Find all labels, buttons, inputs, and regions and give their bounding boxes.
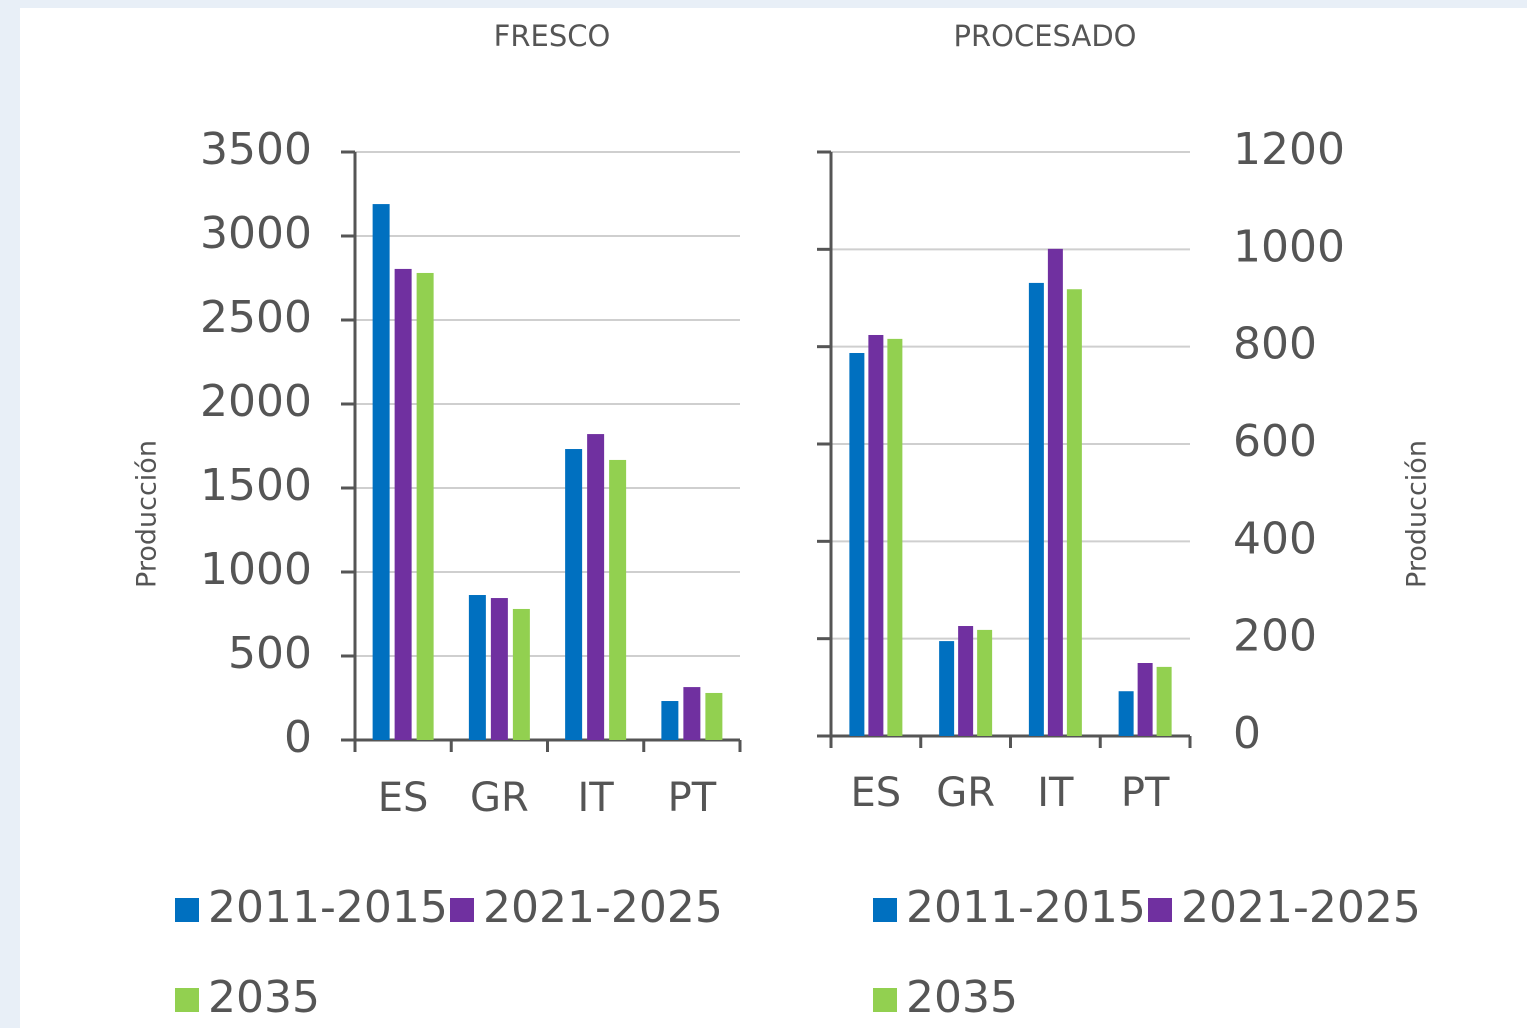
y-tick-label: 0 [1233,708,1261,759]
bar [977,629,993,736]
bar [372,204,390,740]
panel [20,8,1527,1028]
y-tick-label: 2500 [200,292,312,343]
legend-swatch [873,988,897,1012]
legend-swatch [175,898,199,922]
legend-label: 2011-2015 [208,882,448,933]
x-tick-label: PT [1121,770,1170,816]
bar [868,334,884,736]
y-tick-label: 1200 [1233,124,1345,175]
legend-label: 2021-2025 [483,882,723,933]
y-tick-label: 200 [1233,611,1317,662]
bar [1156,666,1172,736]
legend-label: 2021-2025 [1181,882,1421,933]
bar [887,338,903,736]
bar [1118,691,1134,736]
bar [683,687,701,740]
bar [587,434,605,740]
chart-title: FRESCO [494,19,611,53]
bar [958,626,974,736]
bar [468,595,486,740]
x-tick-label: GR [936,770,995,816]
bar [661,701,679,740]
y-tick-label: 1000 [1233,221,1345,272]
bar [1137,663,1153,736]
x-tick-label: IT [1037,770,1074,816]
x-tick-label: GR [470,775,529,821]
legend-swatch [1148,898,1172,922]
y-tick-label: 3500 [200,124,312,175]
bar [416,272,434,740]
legend-swatch [175,988,199,1012]
legend-label: 2035 [906,972,1018,1023]
y-tick-label: 0 [284,712,312,763]
legend-label: 2011-2015 [906,882,1146,933]
bar [849,352,865,736]
x-tick-label: ES [851,770,902,816]
legend-swatch [873,898,897,922]
chart-title: PROCESADO [954,19,1137,53]
y-tick-label: 1000 [200,544,312,595]
bar [705,692,723,740]
bar [394,268,412,740]
legend-label: 2035 [208,972,320,1023]
y-tick-label: 3000 [200,208,312,259]
bar [565,449,583,740]
legend-swatch [450,898,474,922]
bar [490,598,508,740]
bar [939,641,955,736]
bar [1047,248,1063,736]
y-tick-label: 800 [1233,319,1317,370]
x-tick-label: PT [668,775,717,821]
x-tick-label: IT [578,775,615,821]
bar [609,459,627,740]
y-axis-label: Producción [1402,440,1433,588]
y-tick-label: 400 [1233,513,1317,564]
bar [512,608,530,740]
y-axis-label: Producción [132,440,163,588]
bar [1028,282,1044,736]
y-tick-label: 2000 [200,376,312,427]
bar [1066,289,1082,736]
x-tick-label: ES [378,775,429,821]
y-tick-label: 600 [1233,416,1317,467]
y-tick-label: 1500 [200,460,312,511]
y-tick-label: 500 [228,628,312,679]
